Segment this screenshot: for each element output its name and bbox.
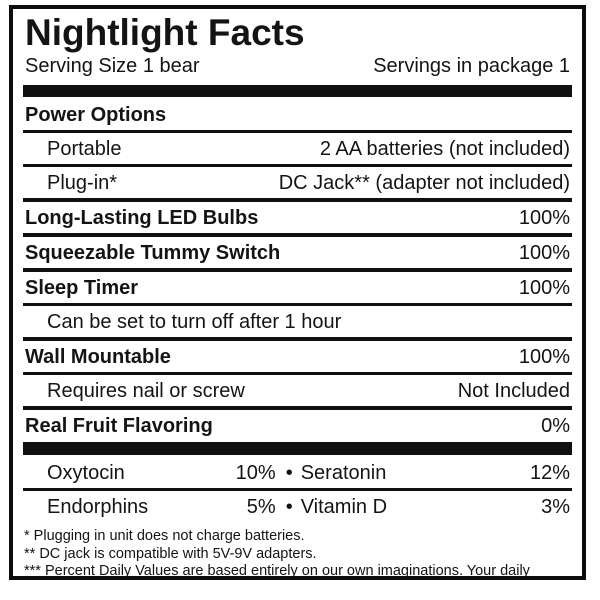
divider (23, 303, 572, 306)
nutrient-name: Seratonin (300, 462, 387, 484)
row-led-bulbs: Long-Lasting LED Bulbs 100% (23, 202, 572, 233)
row-wall-mountable: Wall Mountable 100% (23, 341, 572, 372)
footnote-single-asterisk: * Plugging in unit does not charge batte… (24, 528, 305, 544)
footnote-double-asterisk: ** DC jack is compatible with 5V-9V adap… (24, 545, 317, 562)
row-label: Squeezable Tummy Switch (25, 242, 281, 264)
row-label: Wall Mountable (25, 346, 171, 368)
row-real-fruit-flavoring: Real Fruit Flavoring 0% (23, 410, 572, 441)
divider (23, 233, 572, 237)
nutrient-row-endorphins-vitamin-d: Endorphins 5% • Vitamin D 3% (23, 491, 572, 522)
row-label: Plug-in* (47, 172, 118, 194)
row-label: Requires nail or screw (47, 380, 245, 402)
footnote-triple-asterisk: *** Percent Daily Values are based entir… (24, 563, 530, 579)
row-value: 100% (518, 277, 570, 299)
footnotes: * Plugging in unit does not charge batte… (23, 528, 572, 579)
row-value: 2 AA batteries (not included) (319, 138, 570, 160)
row-value: 100% (518, 346, 570, 368)
nutrient-row-oxytocin-seratonin: Oxytocin 10% • Seratonin 12% (23, 457, 572, 488)
nutrient-value: 10% (235, 462, 276, 484)
divider-thick-bottom (23, 442, 572, 455)
nutrient-name: Oxytocin (47, 462, 125, 484)
nutrient-value: 3% (541, 496, 570, 518)
servings-per-package-text: Servings in package 1 (373, 55, 570, 77)
row-label: Portable (47, 138, 122, 160)
row-label: Real Fruit Flavoring (25, 415, 213, 437)
bullet-separator: • (285, 462, 293, 484)
divider (23, 406, 572, 410)
nutrient-value: 12% (529, 462, 570, 484)
row-label: Long-Lasting LED Bulbs (25, 207, 259, 229)
row-label: Power Options (25, 104, 167, 126)
divider (23, 198, 572, 202)
nightlight-facts-label: Nightlight Facts Serving Size 1 bear Ser… (9, 5, 586, 580)
nutrient-name: Endorphins (47, 496, 149, 518)
row-power-options: Power Options (23, 99, 572, 130)
nutrient-name: Vitamin D (300, 496, 388, 518)
nutrient-value: 5% (246, 496, 276, 518)
row-nail-or-screw: Requires nail or screw Not Included (23, 375, 572, 406)
divider (23, 268, 572, 272)
bullet-separator: • (285, 496, 293, 518)
row-value: DC Jack** (adapter not included) (278, 172, 570, 194)
row-sleep-timer-note: Can be set to turn off after 1 hour (23, 306, 572, 337)
row-value: Not Included (457, 380, 570, 402)
divider (23, 372, 572, 375)
divider (23, 337, 572, 341)
divider (23, 488, 572, 491)
row-value: 100% (518, 242, 570, 264)
divider (23, 164, 572, 167)
row-portable: Portable 2 AA batteries (not included) (23, 133, 572, 164)
row-value: 100% (518, 207, 570, 229)
row-plug-in: Plug-in* DC Jack** (adapter not included… (23, 167, 572, 198)
serving-size-text: Serving Size 1 bear (25, 55, 200, 77)
serving-info-row: Serving Size 1 bear Servings in package … (23, 54, 572, 83)
label-title: Nightlight Facts (25, 12, 305, 53)
row-value: 0% (541, 415, 570, 437)
row-label: Can be set to turn off after 1 hour (47, 311, 342, 333)
row-sleep-timer: Sleep Timer 100% (23, 272, 572, 303)
row-label: Sleep Timer (25, 277, 139, 299)
divider-thick-top (23, 85, 572, 97)
row-tummy-switch: Squeezable Tummy Switch 100% (23, 237, 572, 268)
divider (23, 130, 572, 133)
